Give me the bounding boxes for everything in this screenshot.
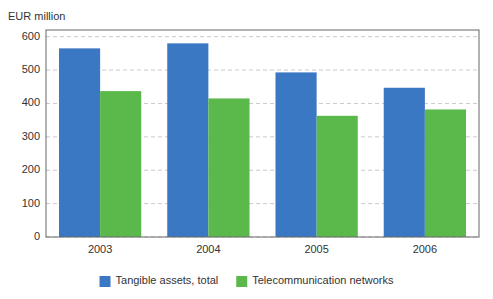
y-tick-label: 400 bbox=[22, 96, 40, 108]
bar bbox=[59, 48, 100, 237]
bar bbox=[425, 109, 466, 237]
y-tick-label: 100 bbox=[22, 197, 40, 209]
legend-swatch bbox=[100, 276, 111, 287]
grid bbox=[46, 37, 479, 237]
x-tick-label: 2005 bbox=[304, 243, 328, 255]
legend-label: Tangible assets, total bbox=[116, 274, 219, 286]
bar bbox=[275, 72, 316, 237]
y-tick-label: 600 bbox=[22, 30, 40, 42]
y-tick-label: 0 bbox=[34, 230, 40, 242]
page: {"chart_data": {"type": "bar", "ylabel":… bbox=[0, 0, 493, 299]
legend-label: Telecommunication networks bbox=[252, 274, 394, 286]
y-tick-label: 200 bbox=[22, 163, 40, 175]
bar bbox=[208, 98, 249, 237]
chart-container: 0 100 200 300 400 500 600 2003 2004 2005 2006 EUR m… bbox=[0, 0, 493, 299]
y-tick-label: 500 bbox=[22, 63, 40, 75]
grid-line bbox=[46, 36, 479, 37]
legend-swatch bbox=[236, 276, 247, 287]
y-axis-label: EUR million bbox=[8, 10, 65, 22]
legend: Tangible assets, total Telecommunication … bbox=[100, 274, 394, 287]
y-tick-label: 300 bbox=[22, 130, 40, 142]
bar bbox=[100, 91, 141, 237]
bar bbox=[167, 43, 208, 237]
x-tick-label: 2006 bbox=[413, 243, 437, 255]
grid-line bbox=[46, 70, 479, 71]
x-tick-label: 2004 bbox=[196, 243, 220, 255]
bar bbox=[317, 116, 358, 237]
plot-frame bbox=[46, 30, 479, 237]
bar bbox=[384, 88, 425, 237]
x-tick-label: 2003 bbox=[88, 243, 112, 255]
chart-svg: 0 100 200 300 400 500 600 2003 2004 2005 2006 EUR m… bbox=[0, 0, 493, 299]
bars bbox=[59, 43, 466, 237]
